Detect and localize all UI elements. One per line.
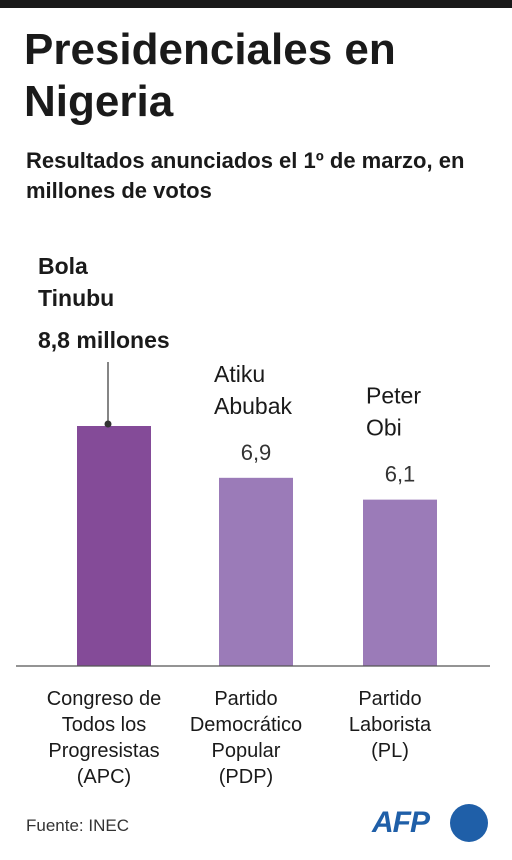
category-label-1-0: Partido (214, 688, 277, 710)
category-label-0-0: Congreso de (47, 688, 162, 710)
category-label-0-2: Progresistas (48, 740, 159, 762)
category-label-2-0: Partido (358, 688, 421, 710)
afp-logo-text: AFP (372, 806, 430, 839)
afp-logo: AFP (372, 802, 492, 846)
candidate-label-0-0: Bola (38, 253, 88, 279)
category-label-2-1: Laborista (349, 714, 432, 736)
category-label-1-2: Popular (212, 740, 281, 762)
chart-subtitle: Resultados anunciados el 1º de marzo, en… (26, 148, 465, 203)
candidate-label-1-1: Abubak (214, 393, 293, 419)
category-label-0-3: (APC) (77, 766, 131, 788)
value-label-2: 6,1 (385, 462, 416, 487)
category-label-1-1: Democrático (190, 714, 302, 736)
candidate-label-0-1: Tinubu (38, 285, 114, 311)
candidate-label-2-1: Obi (366, 415, 402, 441)
leader-dot-0 (104, 420, 112, 428)
bar-0 (77, 426, 151, 666)
category-label-2-2: (PL) (371, 740, 409, 762)
bar-chart: Bola Tinubu 8,8 millones Congreso de Todos l… (16, 253, 490, 788)
afp-logo-dot (450, 804, 488, 842)
category-label-1-3: (PDP) (219, 766, 273, 788)
bar-1 (219, 477, 293, 666)
top-bar (0, 0, 512, 8)
source-note: Fuente: INEC (26, 816, 129, 835)
value-label-0: 8,8 millones (38, 327, 170, 353)
candidate-label-1-0: Atiku (214, 361, 265, 387)
category-label-0-1: Todos los (62, 714, 147, 736)
value-label-1: 6,9 (241, 440, 272, 465)
candidate-label-2-0: Peter (366, 383, 421, 409)
chart-title: Presidenciales en Nigeria (24, 25, 396, 126)
bar-2 (363, 499, 437, 666)
